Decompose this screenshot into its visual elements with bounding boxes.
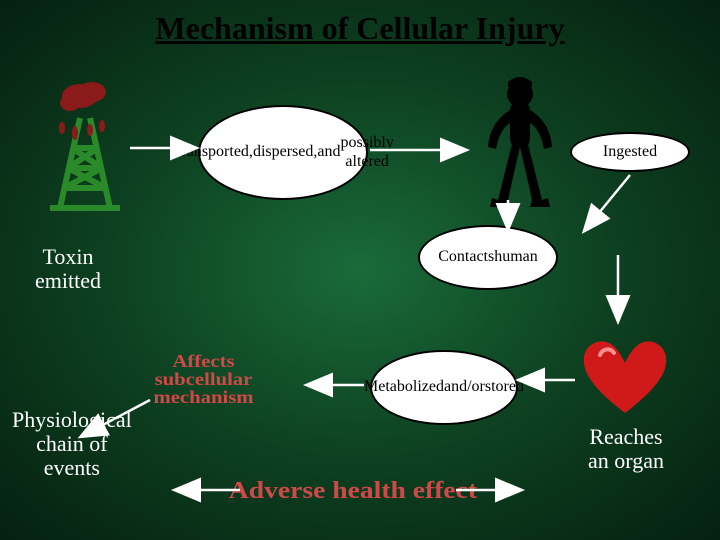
node-metabolized-stored: Metabolizedand/orstored xyxy=(370,350,518,425)
label-toxin-emitted: Toxinemitted xyxy=(35,245,101,293)
label-physiological-chain: Physiologicalchain ofevents xyxy=(12,408,132,481)
node-transported: Transported,dispersed,andpossibly altere… xyxy=(198,105,368,200)
node-ingested: Ingested xyxy=(570,132,690,172)
node-contacts-human: Contactshuman xyxy=(418,225,558,290)
heart-icon xyxy=(580,335,670,425)
text-adverse-health-effect: Adverse health effect xyxy=(229,478,477,505)
text-affects-line1: Affects xyxy=(153,352,253,370)
text-affects-subcellular-mechanism: Affects subcellular mechanism xyxy=(153,352,253,406)
text-affects-line3: mechanism xyxy=(153,388,253,406)
person-icon xyxy=(470,72,570,227)
slide-title: Mechanism of Cellular Injury xyxy=(0,10,720,47)
oil-derrick-icon xyxy=(40,78,130,223)
text-affects-line2: subcellular xyxy=(153,370,253,388)
label-reaches-organ: Reachesan organ xyxy=(588,425,664,473)
